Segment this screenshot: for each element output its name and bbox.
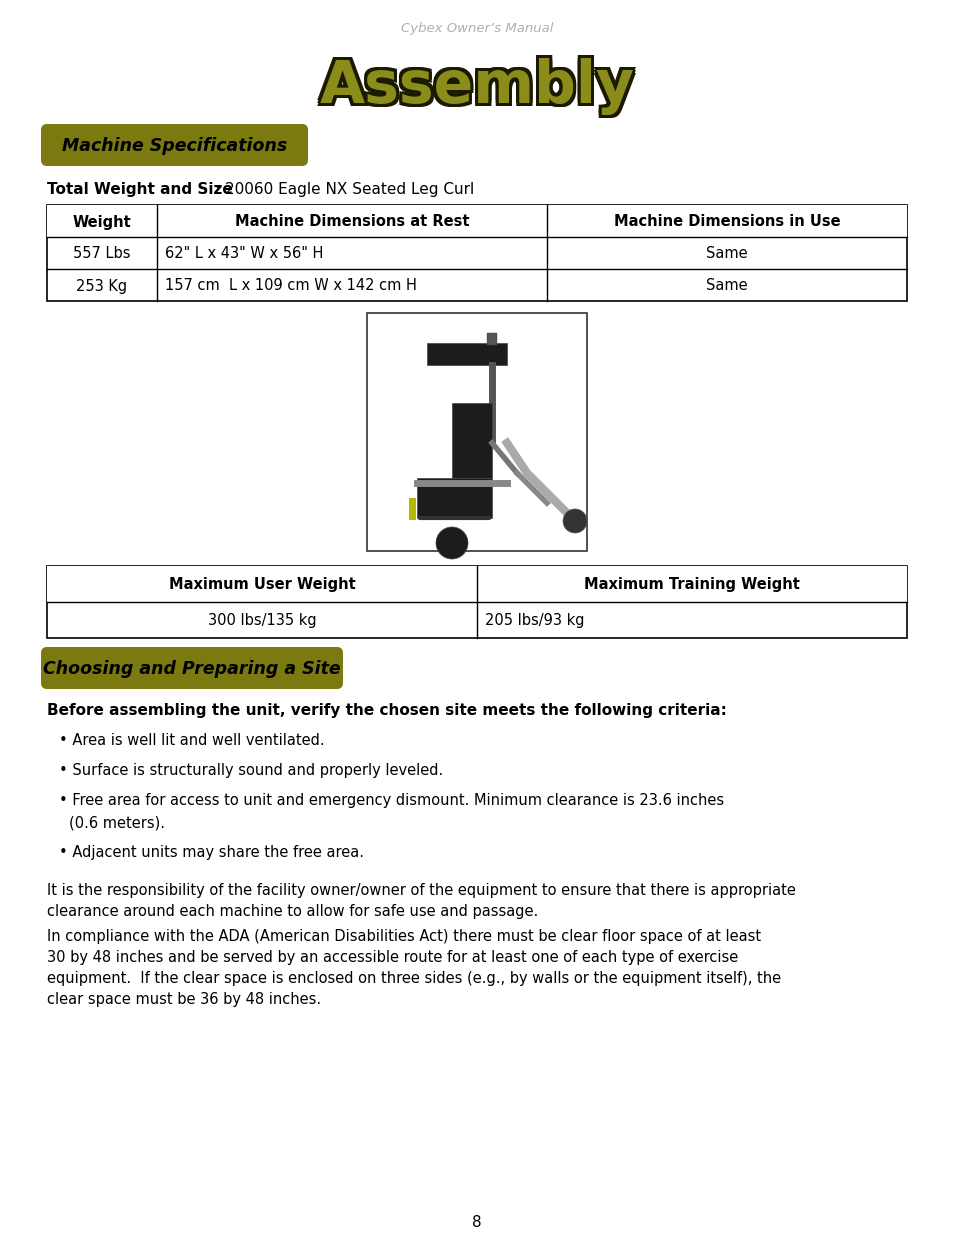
Bar <box>47 566 906 638</box>
Text: 8: 8 <box>472 1215 481 1230</box>
Bar <box>47 205 906 301</box>
Text: 205 lbs/93 kg: 205 lbs/93 kg <box>484 614 584 629</box>
Text: • Area is well lit and well ventilated.: • Area is well lit and well ventilated. <box>59 734 324 748</box>
Text: 300 lbs/135 kg: 300 lbs/135 kg <box>208 614 316 629</box>
Text: Maximum User Weight: Maximum User Weight <box>169 578 355 593</box>
Bar <box>486 333 497 345</box>
Text: • Free area for access to unit and emergency dismount. Minimum clearance is 23.6: • Free area for access to unit and emerg… <box>59 793 723 808</box>
Bar <box>47 205 906 237</box>
Bar <box>367 312 586 551</box>
Text: Assembly: Assembly <box>316 61 631 119</box>
Text: It is the responsibility of the facility owner/owner of the equipment to ensure : It is the responsibility of the facility… <box>47 883 795 919</box>
Text: Same: Same <box>705 247 747 262</box>
FancyBboxPatch shape <box>41 124 308 165</box>
Text: Assembly: Assembly <box>322 58 637 115</box>
Text: Before assembling the unit, verify the chosen site meets the following criteria:: Before assembling the unit, verify the c… <box>47 703 726 718</box>
Text: Assembly: Assembly <box>316 58 631 115</box>
Text: • Surface is structurally sound and properly leveled.: • Surface is structurally sound and prop… <box>59 763 443 778</box>
Text: In compliance with the ADA (American Disabilities Act) there must be clear floor: In compliance with the ADA (American Dis… <box>47 929 781 1007</box>
Text: Assembly: Assembly <box>319 56 634 112</box>
Text: Cybex Owner’s Manual: Cybex Owner’s Manual <box>400 22 553 35</box>
Text: Assembly: Assembly <box>316 56 631 112</box>
Text: 157 cm  L x 109 cm W x 142 cm H: 157 cm L x 109 cm W x 142 cm H <box>165 279 416 294</box>
Text: 557 Lbs: 557 Lbs <box>73 247 131 262</box>
Text: Machine Specifications: Machine Specifications <box>62 137 287 156</box>
Circle shape <box>562 509 586 534</box>
Circle shape <box>436 527 468 559</box>
Text: Assembly: Assembly <box>322 61 637 119</box>
Text: Machine Dimensions at Rest: Machine Dimensions at Rest <box>234 215 469 230</box>
Text: Machine Dimensions in Use: Machine Dimensions in Use <box>613 215 840 230</box>
Text: Same: Same <box>705 279 747 294</box>
Bar <box>452 403 492 478</box>
Text: Assembly: Assembly <box>319 61 634 119</box>
FancyBboxPatch shape <box>41 647 343 689</box>
Bar <box>427 343 506 366</box>
Bar <box>47 566 906 601</box>
Text: Assembly: Assembly <box>322 56 637 112</box>
Text: • Adjacent units may share the free area.: • Adjacent units may share the free area… <box>59 845 364 860</box>
Text: : 20060 Eagle NX Seated Leg Curl: : 20060 Eagle NX Seated Leg Curl <box>214 182 474 198</box>
Text: (0.6 meters).: (0.6 meters). <box>69 815 165 830</box>
Text: 253 Kg: 253 Kg <box>76 279 128 294</box>
Text: Maximum Training Weight: Maximum Training Weight <box>583 578 800 593</box>
Text: Weight: Weight <box>72 215 132 230</box>
Text: Total Weight and Size: Total Weight and Size <box>47 182 233 198</box>
Bar <box>409 498 416 520</box>
Text: 62" L x 43" W x 56" H: 62" L x 43" W x 56" H <box>165 247 323 262</box>
Text: Choosing and Preparing a Site: Choosing and Preparing a Site <box>43 659 340 678</box>
Text: Assembly: Assembly <box>319 58 634 115</box>
Bar <box>416 478 492 517</box>
